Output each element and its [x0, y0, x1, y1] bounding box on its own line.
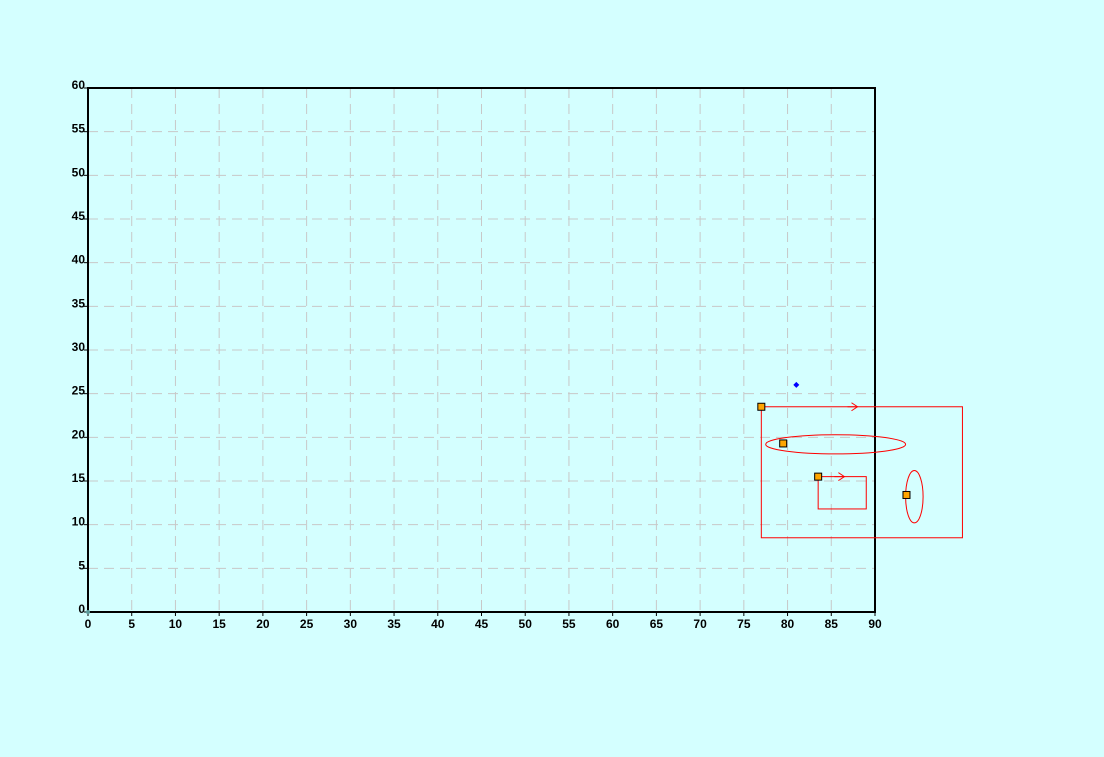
x-tick-label: 65 [650, 617, 664, 631]
x-tick-label: 35 [387, 617, 401, 631]
x-tick-label: 70 [693, 617, 707, 631]
x-tick-label: 5 [128, 617, 135, 631]
x-tick-label: 50 [519, 617, 533, 631]
x-tick-label: 75 [737, 617, 751, 631]
y-tick-label: 40 [72, 253, 86, 267]
y-tick-label: 10 [72, 515, 86, 529]
waypoint-marker[interactable] [814, 472, 823, 481]
current-position[interactable] [793, 381, 800, 388]
y-tick-label: 30 [72, 340, 86, 354]
y-tick-label: 15 [72, 471, 86, 485]
waypoint-marker[interactable] [902, 490, 911, 499]
y-tick-label: 25 [72, 384, 86, 398]
x-tick-label: 30 [344, 617, 358, 631]
x-tick-label: 40 [431, 617, 445, 631]
y-tick-label: 0 [78, 602, 85, 616]
y-tick-label: 20 [72, 427, 86, 441]
x-tick-label: 15 [212, 617, 226, 631]
y-tick-label: 5 [78, 558, 85, 572]
blue-position-point[interactable] [793, 381, 800, 388]
x-tick-label: 55 [562, 617, 576, 631]
horizontal-ellipse-path[interactable] [765, 434, 907, 455]
x-axis-tick-labels: 0 5 10 15 20 25 30 35 40 45 50 55 60 65 70 75 80 85 90 [85, 617, 882, 631]
plot-frame [84, 87, 876, 616]
path-shapes[interactable] [760, 402, 963, 539]
x-tick-label: 90 [868, 617, 882, 631]
waypoint-marker[interactable] [757, 402, 766, 411]
y-tick-label: 55 [72, 122, 86, 136]
origin-dot [86, 610, 90, 614]
outer-rectangle-path[interactable] [760, 406, 963, 539]
x-tick-label: 45 [475, 617, 489, 631]
grid-lines [88, 88, 875, 612]
y-tick-label: 45 [72, 209, 86, 223]
x-tick-label: 60 [606, 617, 620, 631]
x-tick-label: 20 [256, 617, 270, 631]
x-tick-label: 10 [169, 617, 183, 631]
y-tick-label: 50 [72, 165, 86, 179]
x-tick-label: 80 [781, 617, 795, 631]
waypoint-marker[interactable] [779, 439, 788, 448]
waypoint-markers[interactable] [757, 402, 911, 499]
y-axis-tick-labels: 0 5 10 15 20 25 30 35 40 45 50 55 60 [72, 78, 86, 616]
x-tick-label: 0 [85, 617, 92, 631]
x-tick-label: 85 [825, 617, 839, 631]
x-tick-label: 25 [300, 617, 314, 631]
y-tick-label: 35 [72, 296, 86, 310]
y-tick-label: 60 [72, 78, 86, 92]
